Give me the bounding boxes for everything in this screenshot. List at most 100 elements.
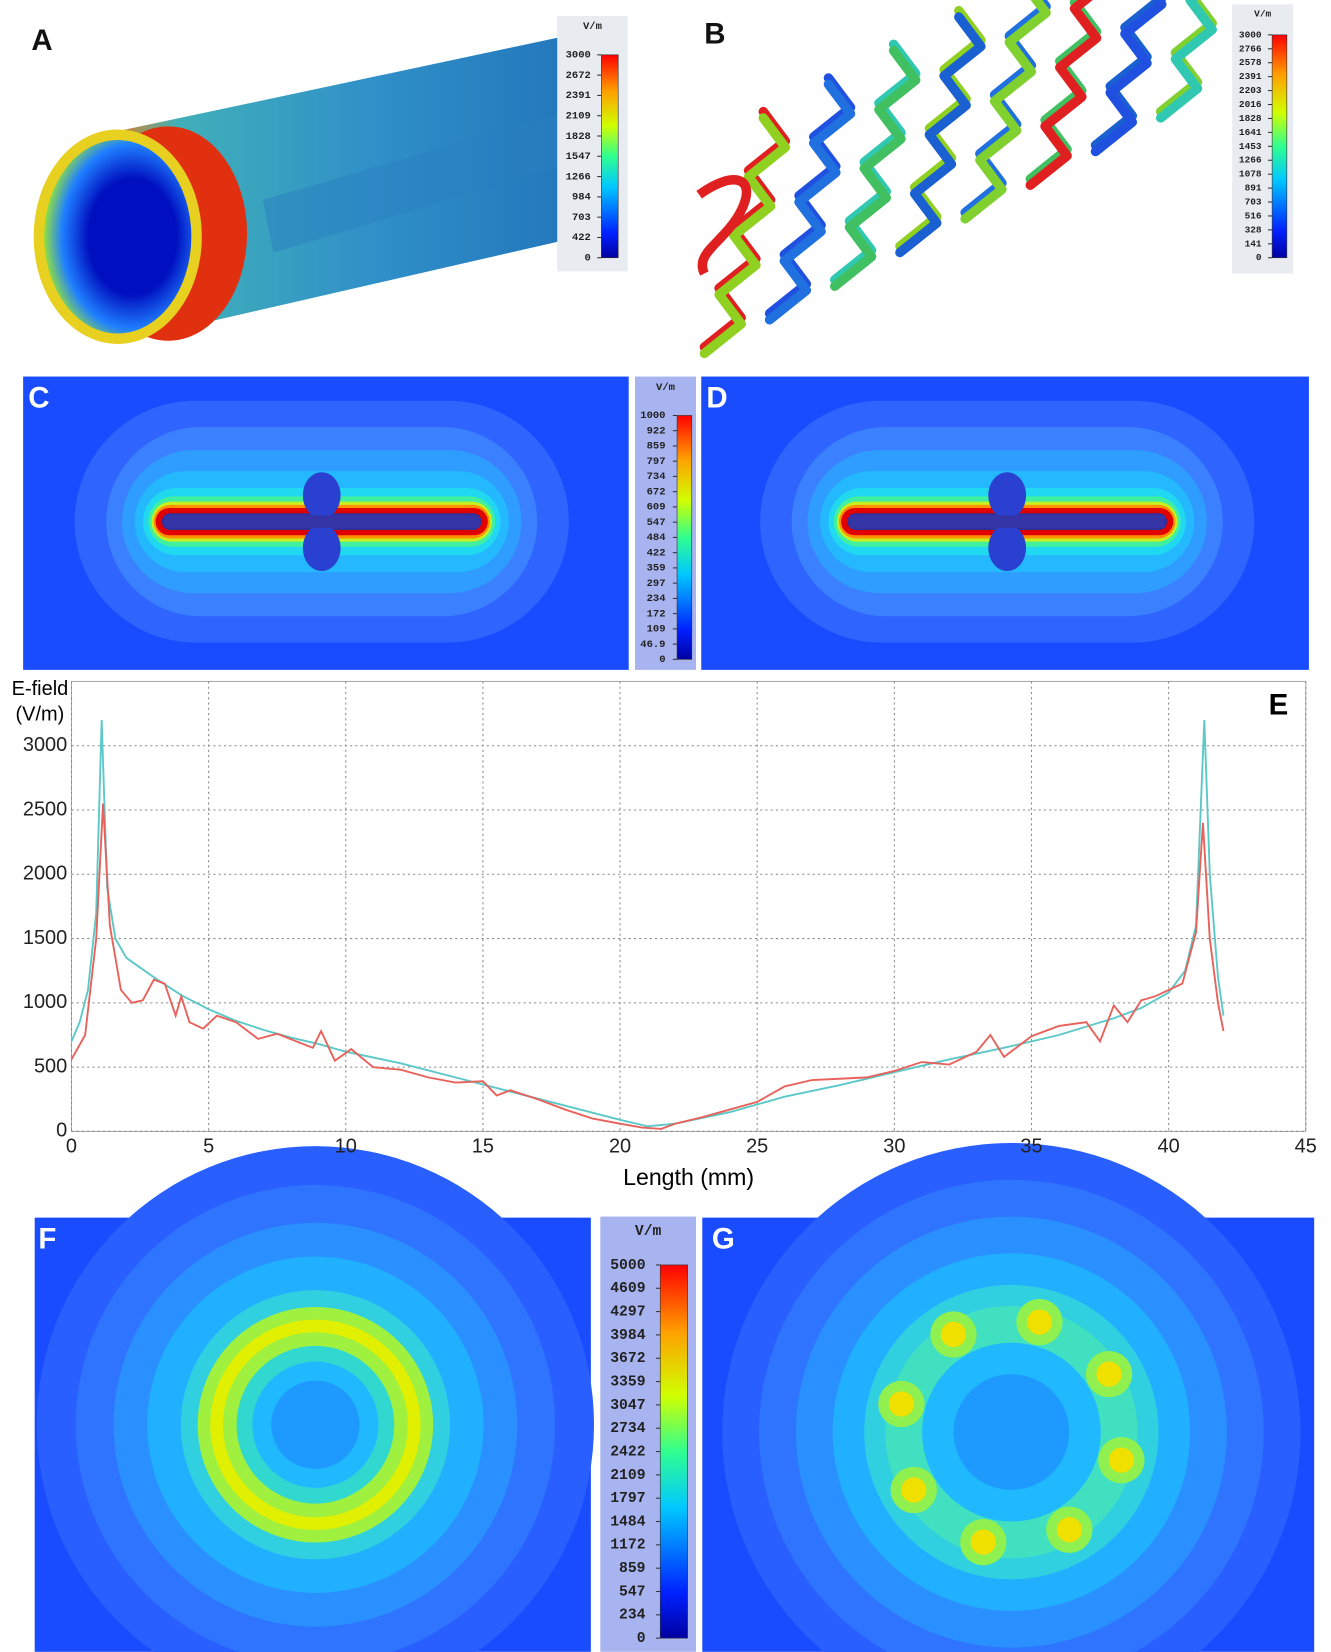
x-tick-label: 15 bbox=[472, 1135, 494, 1157]
colorbar-label: 4297 bbox=[610, 1304, 645, 1320]
stent-strut bbox=[764, 79, 856, 325]
colorbar-label: 2672 bbox=[566, 70, 591, 82]
colorbar-label: 859 bbox=[619, 1561, 645, 1577]
data-line bbox=[70, 719, 1225, 1128]
panel-label: A bbox=[31, 24, 52, 57]
colorbar-label: 2016 bbox=[1239, 99, 1262, 110]
stent-strut bbox=[1090, 0, 1167, 157]
strut-hot bbox=[1026, 1309, 1053, 1335]
colorbar-unit: V/m bbox=[635, 1224, 662, 1240]
colorbar-label: 1078 bbox=[1239, 169, 1262, 180]
colorbar-label: 797 bbox=[647, 456, 666, 468]
colorbar-label: 1266 bbox=[1239, 155, 1262, 166]
colorbar-label: 359 bbox=[647, 563, 666, 575]
stent-strut bbox=[699, 113, 791, 359]
colorbar-label: 609 bbox=[647, 502, 666, 514]
panel-label: G bbox=[712, 1223, 735, 1256]
panel-label: C bbox=[28, 381, 49, 414]
colorbar bbox=[1271, 34, 1288, 259]
field-contour bbox=[271, 1380, 360, 1469]
stent-strut bbox=[895, 12, 986, 258]
colorbar-label: 422 bbox=[572, 232, 591, 244]
colorbar-label: 0 bbox=[585, 253, 591, 265]
y-tick-label: 3000 bbox=[23, 734, 67, 756]
stent-strut bbox=[1155, 0, 1217, 123]
field-contour bbox=[953, 1374, 1070, 1490]
colorbar-label: 2203 bbox=[1239, 85, 1262, 96]
stent-strut bbox=[1025, 0, 1102, 190]
field-waist bbox=[988, 472, 1027, 519]
x-tick-label: 0 bbox=[66, 1135, 77, 1157]
colorbar-label: 0 bbox=[659, 654, 665, 666]
colorbar-label: 3047 bbox=[610, 1398, 645, 1414]
panel-label: D bbox=[706, 381, 727, 414]
colorbar-unit: V/m bbox=[656, 382, 675, 394]
colorbar-label: 3359 bbox=[610, 1374, 645, 1390]
colorbar-label: 672 bbox=[647, 486, 666, 498]
panel-label: E bbox=[1269, 688, 1289, 721]
colorbar-label: 2109 bbox=[610, 1468, 645, 1484]
colorbar-label: 0 bbox=[637, 1631, 646, 1647]
x-tick-label: 10 bbox=[335, 1135, 357, 1157]
colorbar-label: 2109 bbox=[566, 110, 591, 122]
strut-hot bbox=[940, 1321, 967, 1348]
y-tick-label: 2000 bbox=[23, 863, 67, 885]
colorbar-label: 172 bbox=[647, 608, 666, 620]
colorbar-label: 328 bbox=[1245, 224, 1262, 235]
plot-area bbox=[70, 680, 1307, 1132]
colorbar-label: 4609 bbox=[610, 1281, 645, 1297]
field-rod bbox=[164, 515, 480, 528]
colorbar-label: 141 bbox=[1245, 238, 1262, 249]
field-rod bbox=[849, 515, 1165, 528]
x-tick-label: 30 bbox=[883, 1135, 905, 1157]
colorbar-label: 547 bbox=[647, 517, 666, 529]
colorbar-label: 3984 bbox=[610, 1328, 645, 1344]
colorbar-label: 234 bbox=[647, 593, 666, 605]
colorbar-label: 734 bbox=[647, 471, 666, 483]
colorbar-label: 3000 bbox=[1239, 29, 1262, 40]
colorbar bbox=[676, 415, 693, 660]
y-axis-label: (V/m) bbox=[16, 703, 65, 725]
colorbar-label: 234 bbox=[619, 1608, 646, 1624]
colorbar bbox=[659, 1264, 688, 1639]
colorbar-label: 2578 bbox=[1239, 57, 1262, 68]
field-waist bbox=[302, 524, 341, 572]
colorbar-label: 1828 bbox=[1239, 113, 1262, 124]
colorbar-label: 1797 bbox=[610, 1491, 645, 1507]
y-tick-label: 500 bbox=[34, 1055, 67, 1077]
x-tick-label: 40 bbox=[1158, 1135, 1180, 1157]
strut-hot bbox=[1096, 1361, 1122, 1387]
colorbar-label: 0 bbox=[1256, 252, 1262, 263]
colorbar-label: 109 bbox=[647, 624, 666, 636]
x-tick-label: 5 bbox=[203, 1135, 214, 1157]
y-tick-label: 2500 bbox=[23, 798, 67, 820]
y-tick-label: 0 bbox=[56, 1120, 67, 1142]
colorbar-label: 2391 bbox=[566, 90, 591, 102]
x-tick-label: 45 bbox=[1295, 1135, 1317, 1157]
colorbar-label: 1000 bbox=[640, 410, 665, 422]
stent-edge bbox=[696, 175, 752, 276]
strut-hot bbox=[888, 1391, 914, 1417]
y-tick-label: 1500 bbox=[23, 927, 67, 949]
field-waist bbox=[302, 472, 341, 519]
colorbar-label: 703 bbox=[1245, 197, 1262, 208]
colorbar-label: 516 bbox=[1245, 210, 1262, 221]
field-waist bbox=[988, 524, 1027, 572]
panel-label: B bbox=[704, 18, 725, 51]
tube-inner bbox=[44, 139, 192, 334]
colorbar-label: 297 bbox=[647, 578, 666, 590]
colorbar-label: 1484 bbox=[610, 1514, 645, 1530]
stent-strut bbox=[830, 45, 921, 291]
x-tick-label: 25 bbox=[746, 1135, 768, 1157]
y-axis-label: E-field bbox=[12, 678, 69, 700]
colorbar-label: 547 bbox=[619, 1584, 645, 1600]
colorbar-label: 859 bbox=[647, 441, 666, 453]
colorbar-label: 1453 bbox=[1239, 141, 1262, 152]
strut-hot bbox=[901, 1477, 927, 1503]
colorbar-label: 2422 bbox=[610, 1444, 645, 1460]
colorbar-unit: V/m bbox=[1254, 8, 1271, 19]
strut-hot bbox=[970, 1529, 996, 1555]
colorbar-label: 46.9 bbox=[640, 639, 665, 651]
